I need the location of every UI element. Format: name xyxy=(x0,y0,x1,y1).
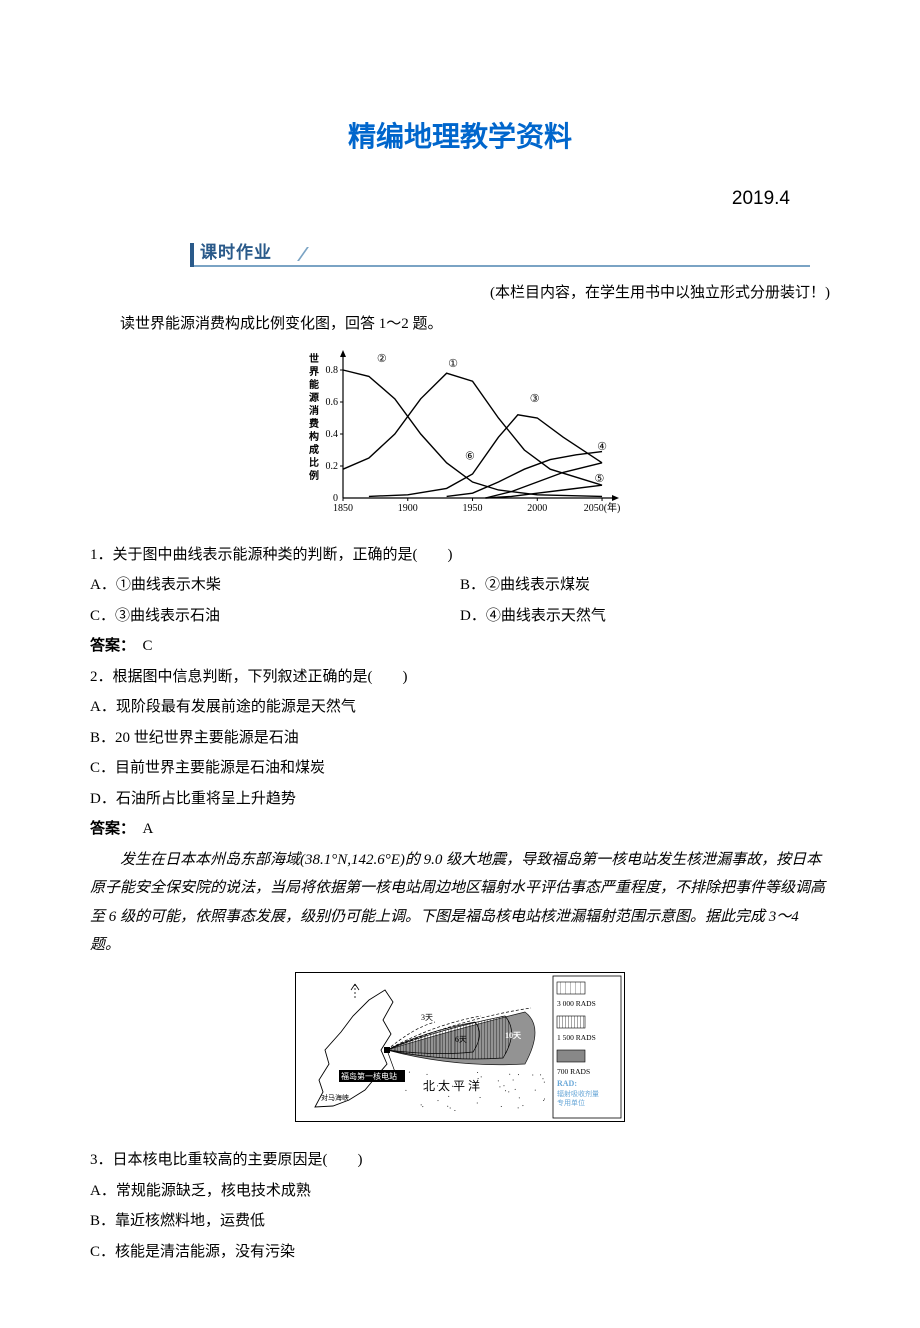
svg-text:2050(年): 2050(年) xyxy=(584,501,621,514)
svg-text:费: 费 xyxy=(309,417,319,430)
energy-chart: 0.20.40.60.8018501900195020002050(年)世界能源… xyxy=(90,348,830,529)
q1-row-ab: A．①曲线表示木柴 B．②曲线表示煤炭 xyxy=(90,571,830,600)
q1-optD: D．④曲线表示天然气 xyxy=(460,602,830,631)
svg-text:1 500 RADS: 1 500 RADS xyxy=(557,1033,596,1042)
svg-text:0.4: 0.4 xyxy=(326,429,339,440)
q2-optC: C．目前世界主要能源是石油和煤炭 xyxy=(90,754,830,783)
stem-q3-4: 发生在日本本州岛东部海域(38.1°N,142.6°E)的 9.0 级大地震，导… xyxy=(90,846,830,960)
svg-text:北 太 平 洋: 北 太 平 洋 xyxy=(423,1078,480,1093)
svg-text:1900: 1900 xyxy=(398,503,418,514)
intro-note: (本栏目内容，在学生用书中以独立形式分册装订！) xyxy=(90,279,830,308)
svg-text:1950: 1950 xyxy=(463,503,483,514)
q1-optB: B．②曲线表示煤炭 xyxy=(460,571,830,600)
q3-stem: 3．日本核电比重较高的主要原因是( ) xyxy=(90,1146,830,1175)
svg-text:成: 成 xyxy=(309,443,319,456)
svg-text:世: 世 xyxy=(309,352,319,365)
svg-text:能: 能 xyxy=(309,378,319,391)
banner-underline xyxy=(190,265,810,267)
q1-answer-label: 答案： xyxy=(90,637,128,654)
page-title: 精编地理教学资料 xyxy=(90,110,830,163)
radiation-map: 3 000 RADS 1 500 RADS 700 RADS RAD:辐射吸收剂量专用… xyxy=(90,972,830,1133)
q1-optC: C．③曲线表示石油 xyxy=(90,602,460,631)
energy-chart-svg: 0.20.40.60.8018501900195020002050(年)世界能源… xyxy=(295,348,625,518)
q2-optA: A．现阶段最有发展前途的能源是天然气 xyxy=(90,693,830,722)
svg-text:0.8: 0.8 xyxy=(326,365,339,376)
q2-optB: B．20 世纪世界主要能源是石油 xyxy=(90,724,830,753)
q2-answer: 答案： A xyxy=(90,815,830,844)
q2-answer-value: A xyxy=(128,821,154,837)
q1-answer: 答案： C xyxy=(90,632,830,661)
svg-text:界: 界 xyxy=(309,366,319,378)
svg-text:3天: 3天 xyxy=(421,1013,433,1022)
svg-text:福岛第一核电站: 福岛第一核电站 xyxy=(341,1071,397,1081)
svg-text:3 000 RADS: 3 000 RADS xyxy=(557,999,596,1008)
svg-text:6天: 6天 xyxy=(455,1035,467,1044)
svg-text:700 RADS: 700 RADS xyxy=(557,1067,590,1076)
svg-text:构: 构 xyxy=(309,430,319,443)
date-line: 2019.4 xyxy=(90,181,830,217)
q1-row-cd: C．③曲线表示石油 D．④曲线表示天然气 xyxy=(90,602,830,631)
svg-text:10天: 10天 xyxy=(505,1031,522,1040)
section-banner: 课时作业 xyxy=(190,241,810,269)
svg-text:⑤: ⑤ xyxy=(595,473,605,485)
banner-bar xyxy=(190,243,194,267)
svg-text:消: 消 xyxy=(309,404,319,417)
section-label: 课时作业 xyxy=(200,237,272,269)
svg-text:③: ③ xyxy=(530,393,540,405)
q1-optA: A．①曲线表示木柴 xyxy=(90,571,460,600)
q3-optA: A．常规能源缺乏，核电技术成熟 xyxy=(90,1177,830,1206)
svg-text:②: ② xyxy=(377,353,387,365)
svg-text:对马海峡: 对马海峡 xyxy=(321,1093,349,1102)
radiation-map-svg: 3 000 RADS 1 500 RADS 700 RADS RAD:辐射吸收剂量专用… xyxy=(295,972,625,1122)
q1-answer-value: C xyxy=(128,638,153,654)
svg-text:比: 比 xyxy=(309,456,319,469)
svg-text:RAD:: RAD: xyxy=(557,1079,577,1088)
svg-text:2000: 2000 xyxy=(527,503,547,514)
q1-stem: 1．关于图中曲线表示能源种类的判断，正确的是( ) xyxy=(90,541,830,570)
q3-optC: C．核能是清洁能源，没有污染 xyxy=(90,1238,830,1267)
svg-text:④: ④ xyxy=(597,441,607,453)
svg-text:辐射吸收剂量: 辐射吸收剂量 xyxy=(557,1089,599,1098)
svg-text:1850: 1850 xyxy=(333,503,353,514)
q2-answer-label: 答案： xyxy=(90,820,128,837)
stem-q1-2: 读世界能源消费构成比例变化图，回答 1～2 题。 xyxy=(90,310,830,339)
svg-text:①: ① xyxy=(448,358,458,370)
banner-tail xyxy=(273,247,309,261)
svg-text:源: 源 xyxy=(309,391,319,404)
svg-text:0.2: 0.2 xyxy=(326,461,339,472)
q2-optD: D．石油所占比重将呈上升趋势 xyxy=(90,785,830,814)
svg-text:专用单位: 专用单位 xyxy=(557,1098,585,1107)
svg-text:0.6: 0.6 xyxy=(326,397,339,408)
svg-text:例: 例 xyxy=(309,469,319,482)
q3-optB: B．靠近核燃料地，运费低 xyxy=(90,1207,830,1236)
q2-stem: 2．根据图中信息判断，下列叙述正确的是( ) xyxy=(90,663,830,692)
svg-text:⑥: ⑥ xyxy=(465,451,475,463)
